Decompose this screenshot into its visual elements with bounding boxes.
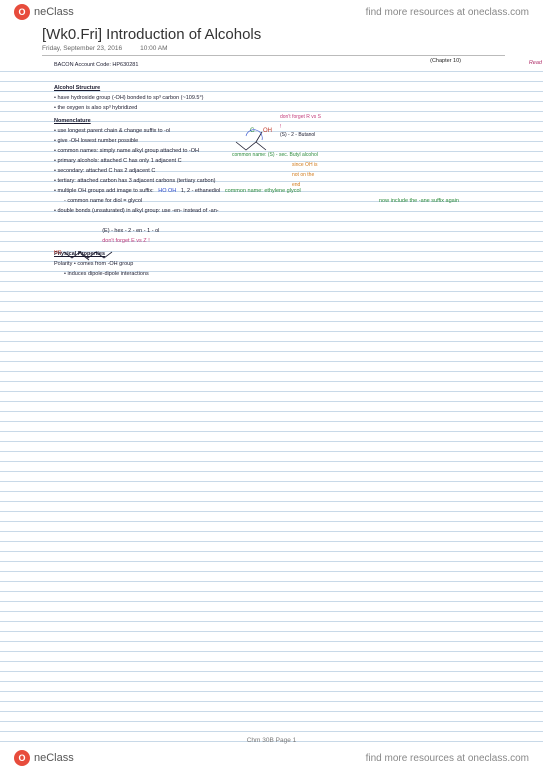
brand-name-bottom: neClass bbox=[34, 752, 74, 764]
chapter-reference: (Chapter 10) bbox=[430, 56, 461, 66]
nomen-l7: • multiple OH groups add image to suffix… bbox=[54, 186, 519, 196]
struct-l1: • have hydroxide group (-OH) bonded to s… bbox=[54, 93, 519, 103]
ez-note: don't forget E vs Z ! bbox=[54, 236, 519, 246]
brand-logo: O neClass bbox=[14, 4, 74, 20]
butanol-diagram: G OH don't forget R vs S ! (S) - 2 - But… bbox=[232, 122, 322, 150]
brand-icon-bottom: O bbox=[14, 750, 30, 766]
note-time: 10:00 AM bbox=[140, 45, 167, 52]
brand-icon: O bbox=[14, 4, 30, 20]
title-area: [Wk0.Fri] Introduction of Alcohols Frida… bbox=[12, 24, 531, 56]
nomen-l5: • secondary: attached C has 2 adjacent C bbox=[54, 166, 519, 176]
note-page: [Wk0.Fri] Introduction of Alcohols Frida… bbox=[0, 24, 543, 279]
nomen-l9: • double bonds (unsaturated) in alkyl gr… bbox=[54, 206, 519, 216]
hex-label: (E) - hex - 2 - en - 1 - ol bbox=[54, 226, 519, 236]
note-date: Friday, September 23, 2016 bbox=[42, 45, 122, 52]
meta-line: Friday, September 23, 2016 10:00 AM bbox=[42, 45, 505, 52]
watermark-footer: O neClass find more resources at oneclas… bbox=[0, 746, 543, 770]
more-resources-link-top[interactable]: find more resources at oneclass.com bbox=[366, 7, 529, 18]
section-alcohol-structure: Alcohol Structure bbox=[54, 83, 519, 93]
svg-text:G: G bbox=[250, 128, 255, 134]
svg-text:OH: OH bbox=[263, 128, 272, 134]
nomen-l6: • tertiary: attached carbon has 3 adjace… bbox=[54, 176, 519, 186]
svg-text:HO: HO bbox=[54, 250, 62, 256]
watermark-header: O neClass find more resources at oneclas… bbox=[0, 0, 543, 24]
nomen-l8: - common name for diol = glycol now incl… bbox=[54, 196, 519, 206]
note-content: (Chapter 10) Read the Syllabus! BACON Ac… bbox=[12, 56, 531, 279]
brand-name: neClass bbox=[34, 6, 74, 18]
hexenol-diagram: HO bbox=[54, 246, 144, 274]
brand-logo-bottom: O neClass bbox=[14, 750, 74, 766]
page-title: [Wk0.Fri] Introduction of Alcohols bbox=[42, 26, 505, 43]
more-resources-link-bottom[interactable]: find more resources at oneclass.com bbox=[366, 753, 529, 764]
page-footer-label: Chm 30B Page 1 bbox=[247, 737, 297, 744]
read-syllabus-note: Read the Syllabus! bbox=[529, 58, 543, 68]
